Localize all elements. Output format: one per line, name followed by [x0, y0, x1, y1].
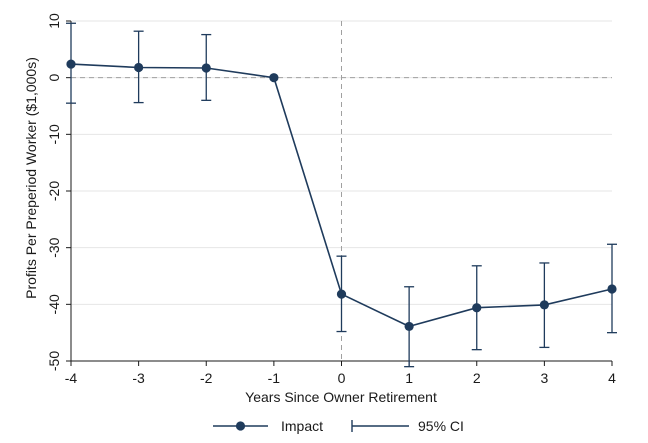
data-point: [201, 63, 211, 73]
y-tick-label: 10: [46, 13, 62, 29]
data-point: [336, 289, 347, 299]
data-point: [66, 59, 76, 69]
legend: Impact 95% CI: [213, 418, 464, 434]
x-tick-label: -4: [65, 370, 78, 386]
y-tick-label: -20: [46, 181, 62, 201]
axes: 100-10-20-30-40-50-4 -3 -2 -1 0 1 2 3 4: [46, 13, 616, 386]
data-point: [539, 300, 549, 310]
x-tick-label: -1: [268, 370, 281, 386]
legend-ci-label: 95% CI: [418, 418, 464, 434]
y-axis-title: Profits Per Preperiod Worker ($1,000s): [23, 57, 39, 299]
x-axis-title: Years Since Owner Retirement: [245, 389, 437, 405]
data-layer: [66, 22, 617, 368]
x-tick-label: 2: [473, 370, 481, 386]
x-tick-label: 0: [338, 370, 346, 386]
x-tick-label: 4: [608, 370, 616, 386]
data-point: [134, 62, 144, 73]
legend-impact-label: Impact: [281, 418, 323, 434]
y-tick-label: -30: [46, 237, 62, 257]
data-point: [269, 73, 279, 83]
y-tick-label: -10: [46, 124, 62, 144]
x-tick-label: 3: [540, 370, 548, 386]
data-point: [404, 321, 414, 332]
legend-impact-marker: [235, 421, 246, 431]
x-tick-label: 1: [405, 370, 413, 386]
x-tick-label: -2: [200, 370, 213, 386]
y-tick-label: 0: [46, 74, 62, 82]
x-tick-label: -3: [132, 370, 145, 386]
y-tick-label: -40: [46, 294, 62, 314]
y-tick-label: -50: [46, 351, 62, 371]
data-point: [472, 303, 482, 313]
data-point: [607, 284, 617, 294]
